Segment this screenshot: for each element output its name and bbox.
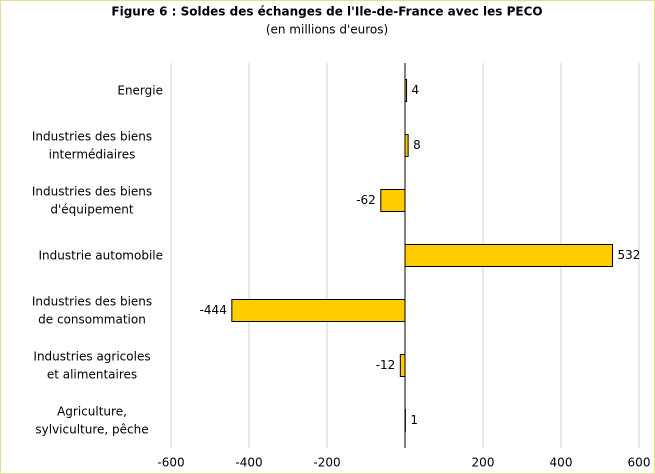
- value-label: 1: [410, 413, 418, 427]
- label-line: Industries agricoles: [33, 349, 150, 363]
- label-line: Industries des biens: [32, 294, 152, 308]
- label-line: Energie: [117, 83, 163, 97]
- bar: [404, 79, 408, 102]
- y-tick-label: Industries des biens de consommation: [32, 294, 152, 326]
- label-line: Industries des biens: [32, 184, 152, 198]
- label-line: intermédiaires: [49, 147, 136, 161]
- y-tick-label: Industrie automobile: [39, 248, 164, 262]
- bar: [399, 354, 406, 377]
- label-line: Industries des biens: [32, 129, 152, 143]
- x-tick-label: -600: [157, 456, 184, 470]
- chart-subtitle: (en millions d'euros): [266, 23, 388, 37]
- y-tick-label: Industries agricoles et alimentaires: [33, 349, 150, 381]
- x-tick-label: 400: [550, 456, 573, 470]
- label-line: et alimentaires: [47, 367, 137, 381]
- bar: [380, 189, 406, 212]
- chart-title: Figure 6 : Soldes des échanges de l'Ile-…: [111, 5, 542, 19]
- value-label: 8: [413, 138, 421, 152]
- label-line: d'équipement: [50, 202, 134, 216]
- x-tick-label: -200: [313, 456, 340, 470]
- value-label: -62: [356, 193, 376, 207]
- y-tick-label: Agriculture, sylviculture, pêche: [35, 404, 148, 436]
- value-label: -444: [200, 303, 227, 317]
- value-label: -12: [376, 358, 396, 372]
- label-line: Agriculture,: [57, 404, 127, 418]
- label-line: Industrie automobile: [39, 248, 164, 262]
- label-line: sylviculture, pêche: [35, 422, 148, 436]
- y-tick-label: Energie: [117, 83, 163, 97]
- label-line: de consommation: [38, 312, 146, 326]
- value-label: 4: [412, 83, 420, 97]
- bar: [404, 244, 613, 267]
- bar: [404, 134, 409, 157]
- bar: [231, 299, 406, 322]
- y-tick-label: Industries des biens intermédiaires: [32, 129, 152, 161]
- value-label: 532: [617, 248, 640, 262]
- x-tick-label: 600: [628, 456, 651, 470]
- y-tick-label: Industries des biens d'équipement: [32, 184, 152, 216]
- x-tick-label: 200: [472, 456, 495, 470]
- x-tick-label: -400: [235, 456, 262, 470]
